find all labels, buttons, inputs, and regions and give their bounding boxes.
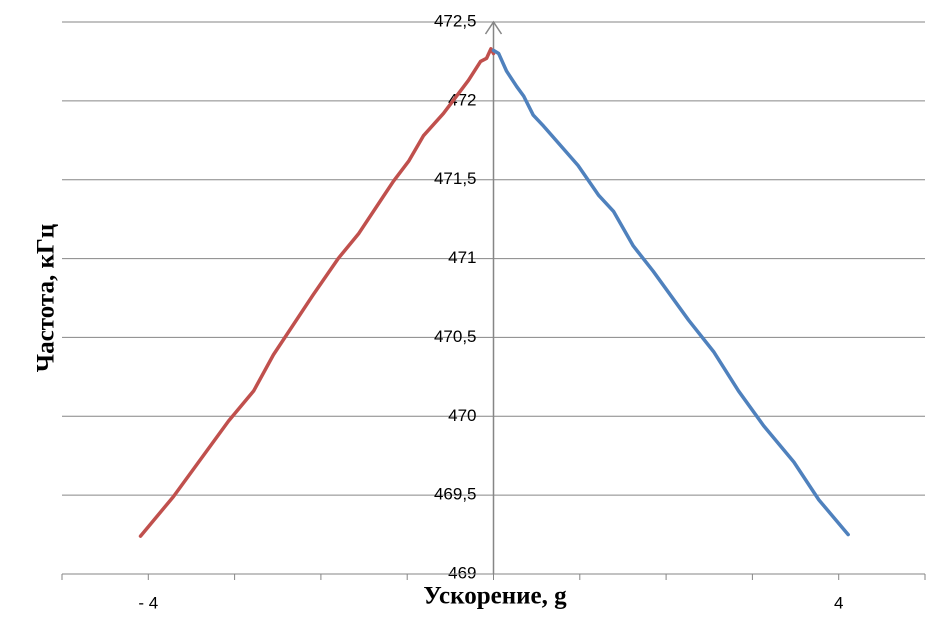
x-axis-label: Ускорение, g bbox=[423, 583, 567, 610]
y-tick-label: 471,5 bbox=[434, 169, 477, 188]
y-axis-label: Частота, кГц bbox=[33, 224, 60, 372]
y-axis-arrow bbox=[484, 20, 503, 35]
line-series bbox=[491, 48, 850, 537]
y-tick-label: 471 bbox=[448, 248, 476, 267]
line-series bbox=[138, 47, 496, 538]
x-tick-label: - 4 bbox=[138, 593, 158, 612]
y-tick-label: 470 bbox=[448, 406, 476, 425]
y-tick-label: 469 bbox=[448, 563, 476, 582]
y-tick-label: 472,5 bbox=[434, 11, 477, 30]
x-tick-label: 4 bbox=[834, 593, 843, 612]
y-tick-label: 470,5 bbox=[434, 327, 477, 346]
y-tick-label: 469,5 bbox=[434, 485, 477, 504]
